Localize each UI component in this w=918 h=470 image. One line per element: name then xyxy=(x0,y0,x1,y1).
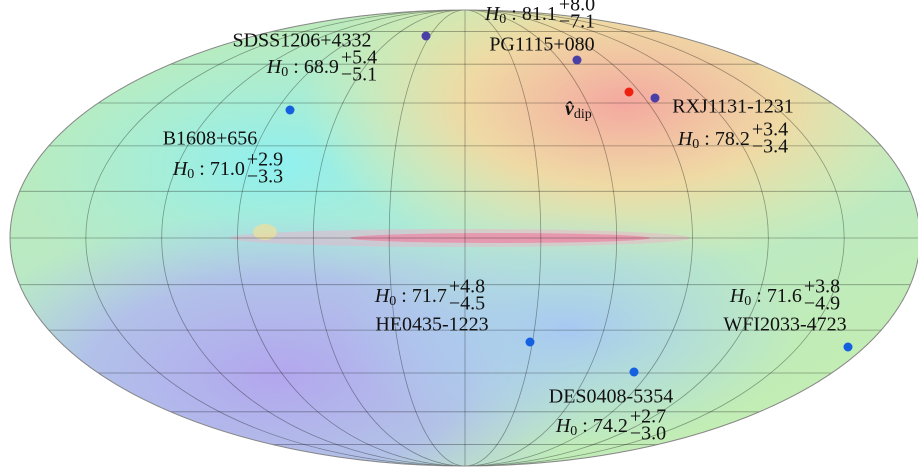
lens-marker xyxy=(573,56,582,65)
error-minus: −4.5 xyxy=(449,293,485,315)
lens-marker xyxy=(651,94,660,103)
hubble-symbol: H xyxy=(374,285,391,307)
value: 71.7 xyxy=(412,285,447,307)
separator: : xyxy=(401,285,407,307)
separator: : xyxy=(756,285,762,307)
hubble-subscript: 0 xyxy=(281,65,288,80)
separator: : xyxy=(199,158,205,180)
value: 68.9 xyxy=(304,56,339,78)
page: {"hubble_label": {"symbol": "H", "subscr… xyxy=(0,0,918,470)
lens-name: WFI2033-4723 xyxy=(723,314,846,336)
lens-name: RXJ1131-1231 xyxy=(672,96,793,118)
separator: : xyxy=(293,56,299,78)
separator: : xyxy=(582,415,588,437)
value: 71.6 xyxy=(767,285,802,307)
hubble-subscript: 0 xyxy=(692,137,699,152)
hubble-symbol: H xyxy=(555,415,572,437)
hubble-symbol: H xyxy=(172,158,189,180)
lens-marker xyxy=(422,32,431,41)
value: 71.0 xyxy=(210,158,245,180)
hubble-symbol: H xyxy=(484,3,501,25)
hubble-subscript: 0 xyxy=(744,294,751,309)
hubble-subscript: 0 xyxy=(570,424,577,439)
lens-name: B1608+656 xyxy=(163,128,258,150)
error-minus: −4.9 xyxy=(804,293,840,315)
lens-name: PG1115+080 xyxy=(489,34,594,56)
hubble-symbol: H xyxy=(677,128,694,150)
value: 78.2 xyxy=(715,128,750,150)
dipole-subscript: dip xyxy=(574,107,592,122)
lens-marker xyxy=(844,343,853,352)
error-minus: −3.3 xyxy=(247,166,283,188)
separator: : xyxy=(511,3,517,25)
hubble-subscript: 0 xyxy=(499,12,506,27)
hubble-symbol: H xyxy=(266,56,283,78)
dipole-marker xyxy=(625,88,634,97)
hubble-subscript: 0 xyxy=(389,294,396,309)
lens-marker xyxy=(286,106,295,115)
error-minus: −3.0 xyxy=(630,423,666,445)
sky-background xyxy=(0,0,918,470)
separator: : xyxy=(704,128,710,150)
lens-name: DES0408-5354 xyxy=(549,386,673,408)
lens-name: HE0435-1223 xyxy=(375,314,488,336)
hubble-subscript: 0 xyxy=(187,167,194,182)
value: 81.1 xyxy=(522,3,557,25)
lens-marker xyxy=(630,368,639,377)
lens-marker xyxy=(526,338,535,347)
error-minus: −3.4 xyxy=(752,136,788,158)
sky-map: SDSS1206+4332H0:68.9+5.4−5.1PG1115+080H0… xyxy=(0,0,918,470)
error-minus: −5.1 xyxy=(341,64,377,86)
value: 74.2 xyxy=(593,415,628,437)
error-minus: −7.1 xyxy=(559,11,595,33)
hubble-symbol: H xyxy=(729,285,746,307)
